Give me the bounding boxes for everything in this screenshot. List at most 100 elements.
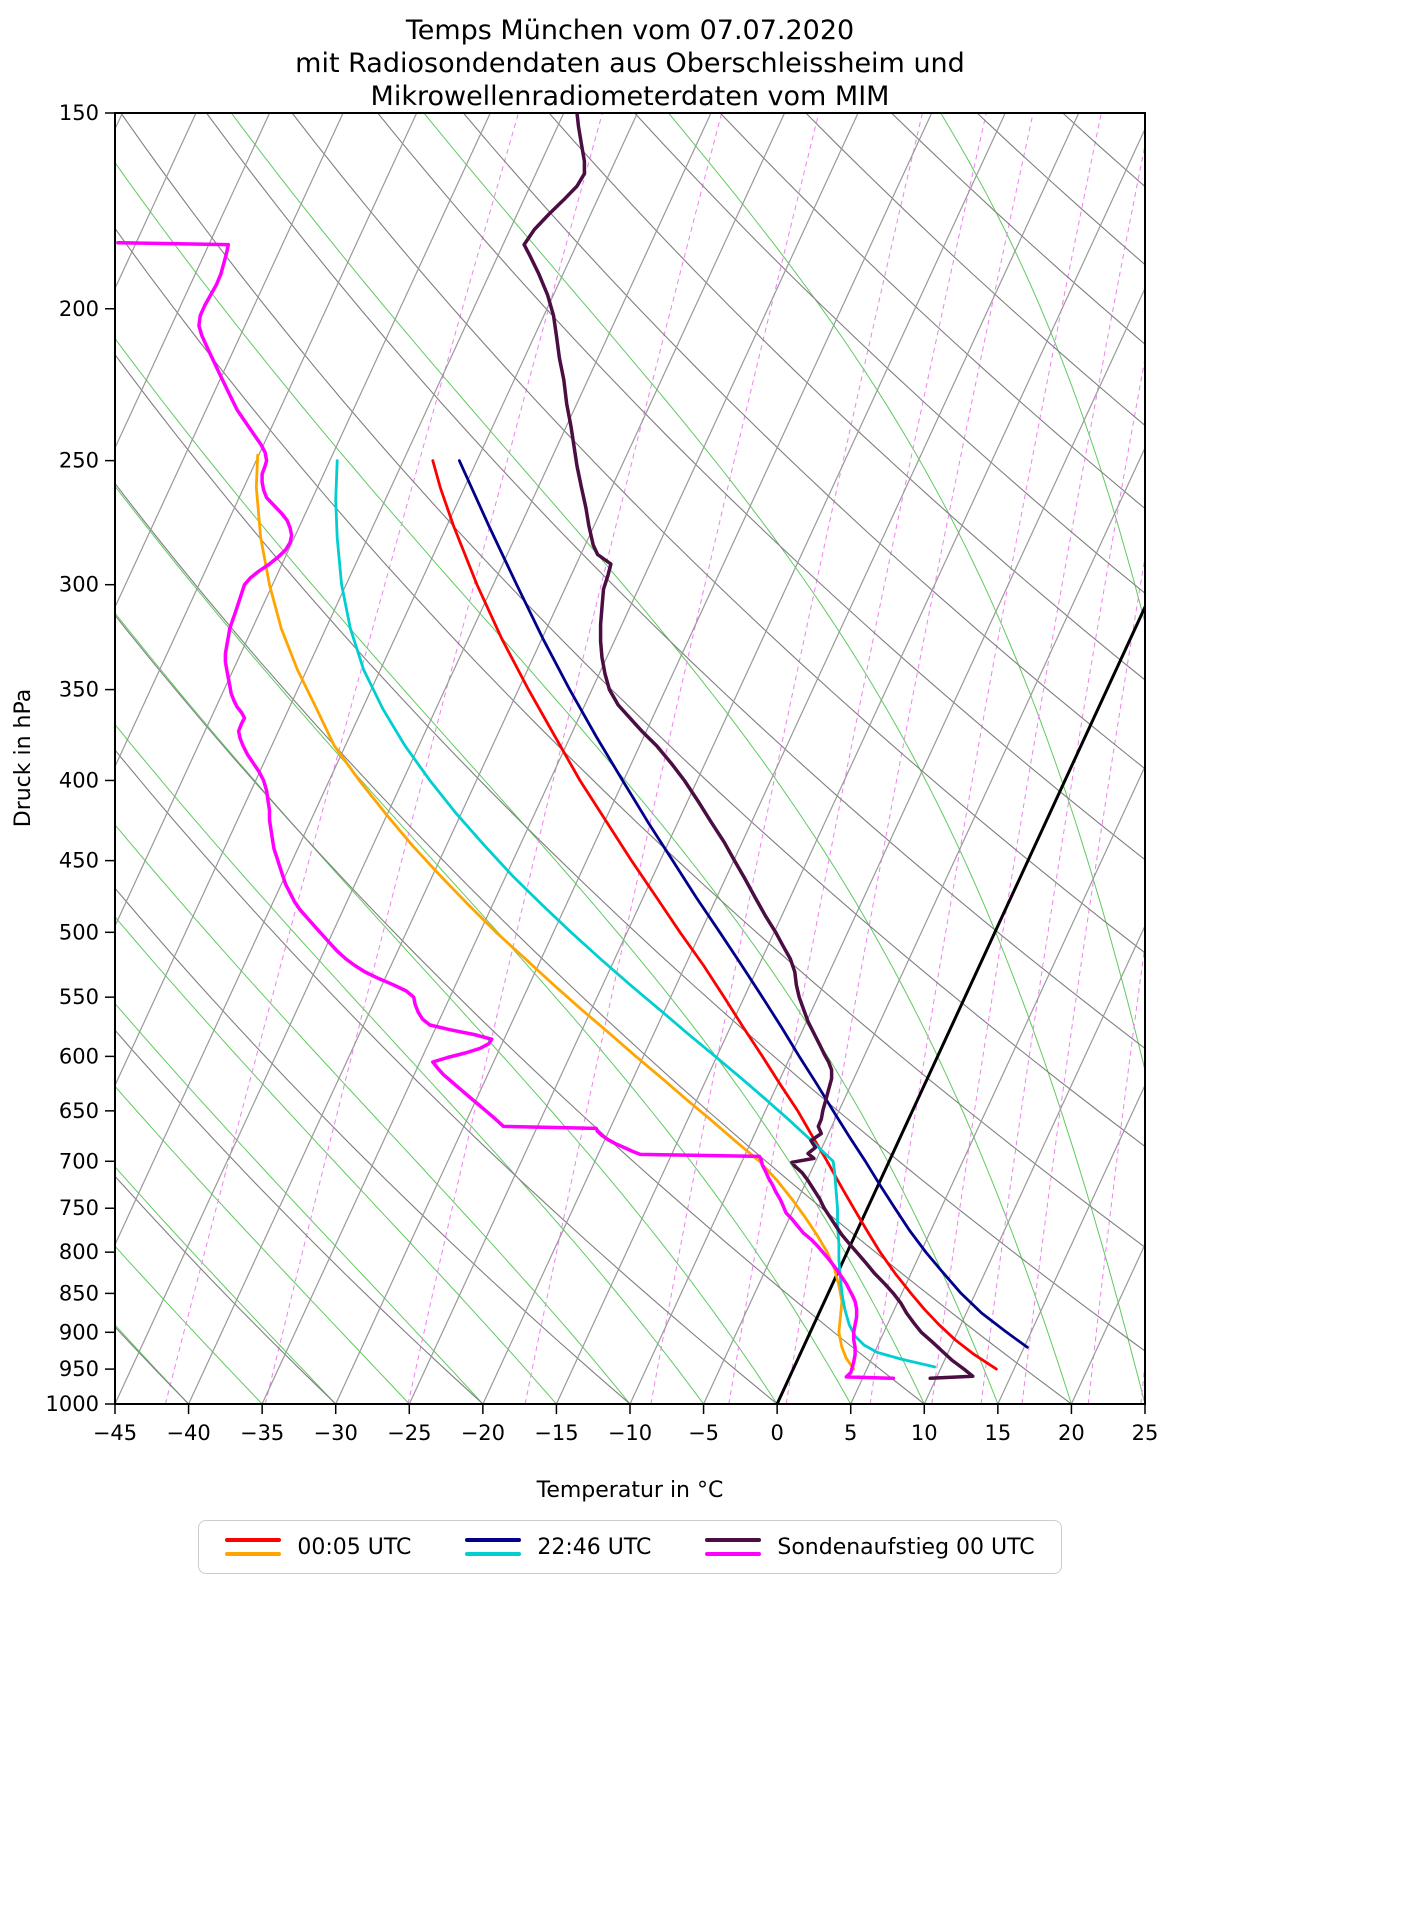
legend-line-magenta: [705, 1552, 762, 1556]
isotherm-line: [703, 446, 1145, 1404]
x-tick-label: −10: [608, 1421, 652, 1445]
dry-adiabat-line: [115, 353, 1145, 1352]
isotherm-line: [335, 113, 933, 1404]
isotherm-line: [629, 287, 1145, 1404]
sounding-curves: [116, 113, 1029, 1381]
isotherm-line: [850, 765, 1145, 1404]
moist-adiabat-line: [115, 337, 925, 1404]
moist-adiabat-line: [115, 723, 705, 1404]
isotherm-line: [997, 1083, 1145, 1404]
dry-adiabat-line: [115, 227, 1145, 1248]
legend-line-red: [225, 1538, 282, 1542]
isotherm-line: [408, 113, 1006, 1404]
y-tick-label: 350: [59, 678, 99, 702]
dry-adiabat-line: [634, 113, 1145, 594]
legend-box: 00:05 UTC 22:46 UTC Sondenaufstieg 00 UT…: [198, 1520, 1062, 1574]
dry-adiabat-line: [115, 1175, 337, 1404]
legend-line-navy: [465, 1538, 522, 1542]
isotherm-line: [1070, 1243, 1145, 1404]
mixing-ratio-line: [650, 113, 923, 1404]
x-tick-label: 5: [844, 1421, 857, 1445]
moist-adiabat-line: [1166, 113, 1366, 1404]
legend-line-purple: [705, 1538, 762, 1542]
dry-adiabat-line: [891, 113, 1145, 345]
y-tick-label: 600: [59, 1044, 99, 1068]
legend-label: 22:46 UTC: [537, 1534, 652, 1560]
y-tick-label: 400: [59, 768, 99, 792]
x-tick-label: −40: [166, 1421, 210, 1445]
moist-adiabat-line: [940, 113, 1145, 625]
series-td-0005: [254, 453, 856, 1371]
x-tick-label: 0: [770, 1421, 783, 1445]
legend-line-orange: [225, 1552, 282, 1556]
moist-adiabat-line: [115, 612, 778, 1404]
dry-adiabat-line: [291, 113, 1145, 954]
dry-adiabat-line: [115, 887, 631, 1404]
y-tick-label: 200: [59, 297, 99, 321]
dry-adiabat-line: [1234, 113, 1427, 1404]
mixing-ratio-line: [869, 113, 1102, 1404]
y-tick-label: 450: [59, 849, 99, 873]
isotherm-line: [1219, 113, 1427, 1404]
x-tick-label: −35: [240, 1421, 284, 1445]
moist-adiabat-line: [668, 113, 1145, 1073]
mixing-ratio-line: [931, 142, 1145, 1404]
isotherm-line: [115, 113, 565, 1087]
mixing-ratio-line: [728, 113, 987, 1404]
mixing-ratio-line: [1021, 554, 1145, 1404]
mixing-ratio-line: [1204, 113, 1370, 1404]
mixing-ratio-line: [785, 113, 1034, 1404]
plot-background: [115, 113, 1427, 1404]
dry-adiabat-line: [719, 113, 1145, 510]
y-tick-label: 500: [59, 920, 99, 944]
chart-title: Temps München vom 07.07.2020 mit Radioso…: [115, 14, 1145, 113]
x-tick-label: −20: [461, 1421, 505, 1445]
isotherm-line: [482, 113, 1080, 1404]
x-tick-label: −15: [534, 1421, 578, 1445]
y-tick-label: 650: [59, 1099, 99, 1123]
series-t-0005: [431, 459, 998, 1371]
series-t-2246: [457, 459, 1029, 1349]
y-axis-label: Druck in hPa: [11, 689, 36, 828]
moist-adiabat-line: [115, 916, 557, 1404]
moist-adiabat-line: [423, 113, 1145, 1404]
y-tick-label: 1000: [46, 1392, 99, 1416]
y-tick-label: 750: [59, 1196, 99, 1220]
y-tick-label: 850: [59, 1281, 99, 1305]
isotherm-line: [1366, 113, 1427, 1404]
x-tick-label: 15: [984, 1421, 1011, 1445]
dry-adiabat-line: [1148, 113, 1427, 1404]
moist-adiabat-line: [115, 1085, 410, 1404]
legend-item-sondenaufstieg: Sondenaufstieg 00 UTC: [705, 1533, 1035, 1561]
legend-line-swatch: [705, 1533, 762, 1561]
legend: 00:05 UTC 22:46 UTC Sondenaufstieg 00 UT…: [115, 1520, 1145, 1574]
x-tick-label: −25: [387, 1421, 431, 1445]
mixing-ratio-line: [980, 355, 1145, 1404]
series-td-sonde: [116, 240, 896, 1381]
y-tick-label: 550: [59, 985, 99, 1009]
legend-label: Sondenaufstieg 00 UTC: [777, 1534, 1035, 1560]
dry-adiabat-line: [115, 482, 1072, 1404]
isotherm-line: [115, 113, 271, 450]
plot-frame: [114, 112, 1146, 1405]
isotherm-line: [1292, 113, 1427, 1404]
dry-adiabat-line: [120, 113, 1145, 1148]
x-tick-label: 25: [1132, 1421, 1159, 1445]
legend-line-swatch: [465, 1533, 522, 1561]
mixing-ratio-line: [1140, 1358, 1145, 1404]
dry-adiabat-line: [206, 113, 1145, 1050]
legend-item-2246utc: 22:46 UTC: [465, 1533, 651, 1561]
series-td-2246: [334, 459, 936, 1369]
x-axis-label: Temperatur in °C: [536, 1478, 724, 1503]
x-tick-label: 10: [911, 1421, 938, 1445]
dry-adiabat-line: [115, 614, 925, 1404]
isotherm-line: [261, 113, 859, 1404]
title-line-1: Temps München vom 07.07.2020: [405, 15, 855, 46]
y-tick-label: 800: [59, 1240, 99, 1264]
dry-adiabat-line: [115, 749, 778, 1404]
axes: −45 −40 −35 −30 −25 −20 −15 −10 −5 0 5 10 15 20 25 150 2…: [46, 101, 1159, 1445]
zero-isotherm-line: [775, 603, 1145, 1404]
mixing-ratio-line: [164, 113, 519, 1404]
mixing-ratio-line: [264, 113, 603, 1404]
